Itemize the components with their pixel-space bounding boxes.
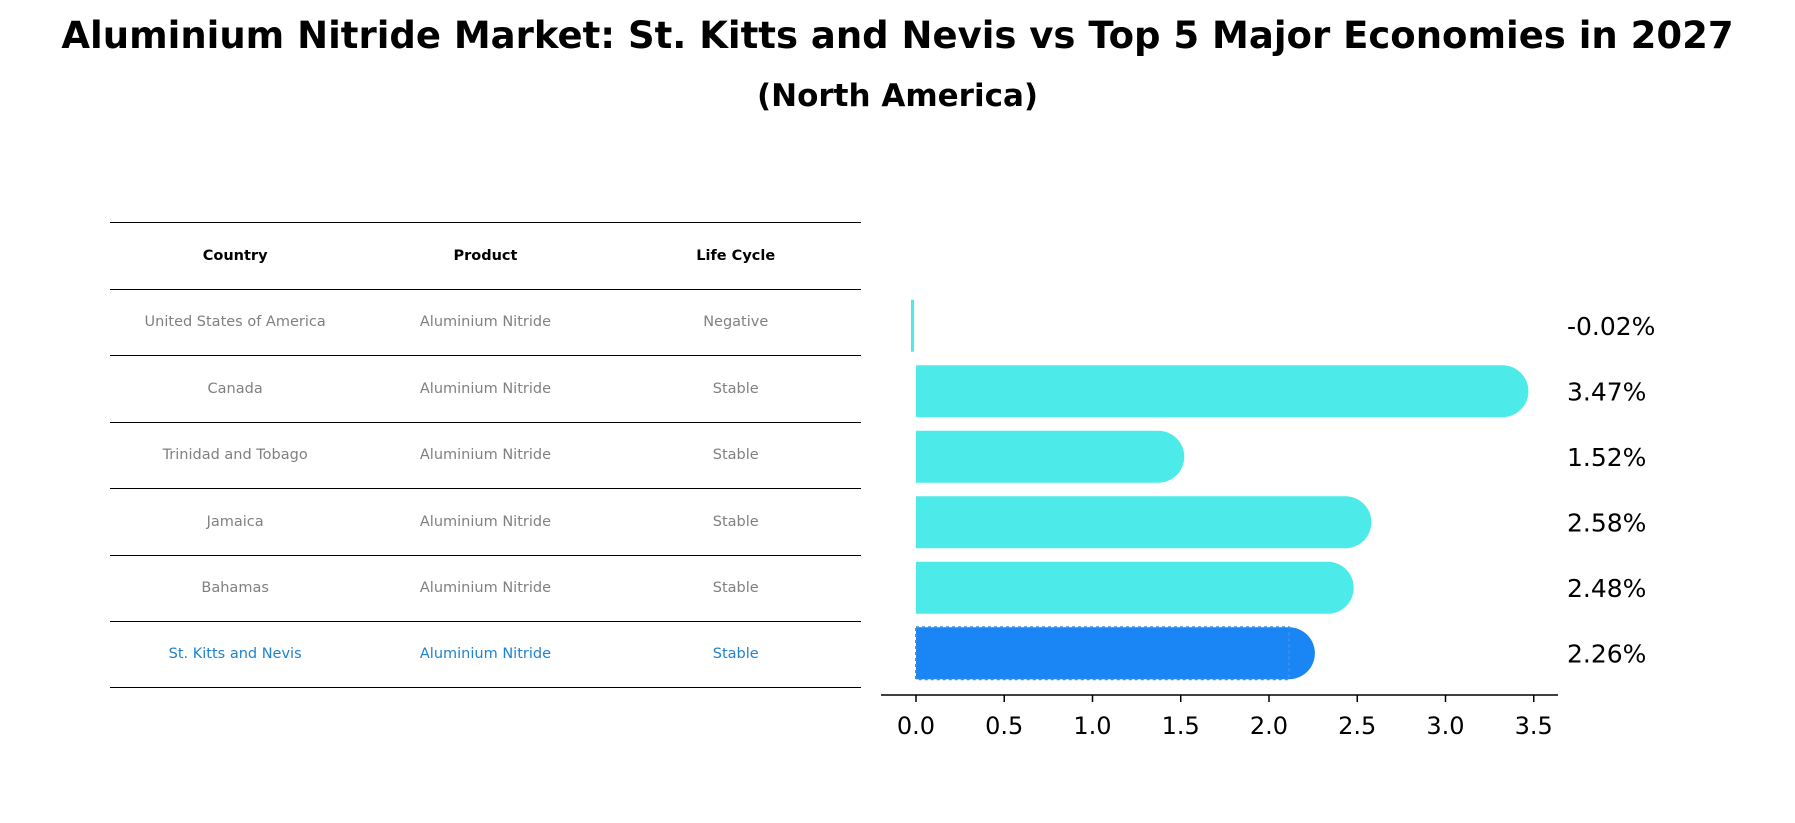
cell-country: United States of America <box>144 314 326 331</box>
cell-country: Canada <box>207 380 263 397</box>
x-tick-label: 3.5 <box>1515 712 1553 740</box>
table-row: Trinidad and Tobago Aluminium Nitride St… <box>110 421 861 489</box>
bar <box>916 365 1529 418</box>
table-row: Jamaica Aluminium Nitride Stable <box>110 488 861 555</box>
bar <box>910 299 914 352</box>
value-label: 2.26% <box>1567 639 1646 668</box>
x-tick-label: 1.5 <box>1162 712 1200 740</box>
value-label: 3.47% <box>1567 377 1646 406</box>
cell-product: Aluminium Nitride <box>419 580 551 597</box>
x-tick-label: 0.5 <box>985 712 1023 740</box>
cell-product: Aluminium Nitride <box>419 513 551 530</box>
bar <box>916 496 1372 549</box>
cell-life-cycle: Stable <box>712 380 759 397</box>
cell-country: Bahamas <box>201 580 269 597</box>
header-life-cycle: Life Cycle <box>696 247 776 264</box>
chart-subtitle: (North America) <box>756 78 1039 114</box>
cell-country: Trinidad and Tobago <box>162 447 308 464</box>
cell-product: Aluminium Nitride <box>419 447 551 464</box>
bar <box>916 627 1315 680</box>
cell-country: Jamaica <box>206 513 264 530</box>
bar-highlight-outline <box>915 626 1290 681</box>
cell-product: Aluminium Nitride <box>419 314 551 331</box>
cell-life-cycle: Stable <box>712 580 759 597</box>
value-label: 1.52% <box>1567 443 1646 472</box>
table-row: Bahamas Aluminium Nitride Stable <box>110 554 861 622</box>
x-tick-label: 0.0 <box>897 712 935 740</box>
cell-life-cycle: Stable <box>712 513 759 530</box>
bar <box>916 561 1354 614</box>
value-label: -0.02% <box>1567 312 1655 341</box>
cell-country: St. Kitts and Nevis <box>168 646 302 663</box>
chart-title: Aluminium Nitride Market: St. Kitts and … <box>61 14 1734 57</box>
x-tick-label: 1.0 <box>1073 712 1111 740</box>
cell-life-cycle: Negative <box>703 314 769 331</box>
header-country: Country <box>202 247 268 264</box>
x-tick-label: 3.0 <box>1426 712 1464 740</box>
x-tick-label: 2.0 <box>1250 712 1288 740</box>
table-row: Canada Aluminium Nitride Stable <box>110 355 861 422</box>
header-product: Product <box>453 247 518 264</box>
cell-product: Aluminium Nitride <box>419 380 551 397</box>
table-row: United States of America Aluminium Nitri… <box>110 288 861 356</box>
table-header-row: Country Product Life Cycle <box>110 222 861 289</box>
value-label: 2.58% <box>1567 508 1646 537</box>
data-table: Country Product Life Cycle United States… <box>110 222 861 688</box>
cell-life-cycle: Stable <box>712 447 759 464</box>
value-label: 2.48% <box>1567 574 1646 603</box>
cell-product: Aluminium Nitride <box>419 646 551 663</box>
table-row-highlighted: St. Kitts and Nevis Aluminium Nitride St… <box>110 621 861 688</box>
cell-life-cycle: Stable <box>712 646 759 663</box>
bar <box>916 430 1185 483</box>
x-tick-label: 2.5 <box>1338 712 1376 740</box>
